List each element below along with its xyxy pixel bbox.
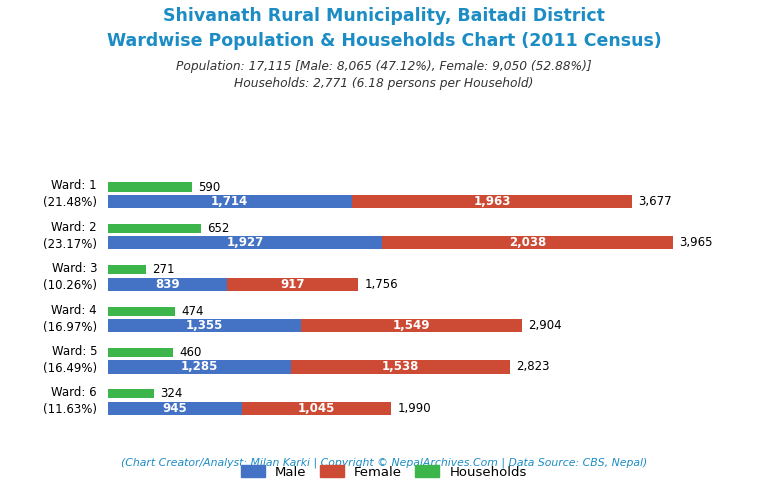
Text: Households: 2,771 (6.18 persons per Household): Households: 2,771 (6.18 persons per Hous… xyxy=(234,77,534,90)
Bar xyxy=(108,278,227,291)
Text: 324: 324 xyxy=(161,387,183,400)
Text: 1,963: 1,963 xyxy=(473,195,511,208)
Bar xyxy=(108,195,352,208)
Text: 3,965: 3,965 xyxy=(680,236,713,249)
Text: 1,927: 1,927 xyxy=(227,236,263,249)
Bar xyxy=(108,348,173,357)
Text: 271: 271 xyxy=(153,263,175,276)
Text: 3,677: 3,677 xyxy=(638,195,672,208)
Text: Shivanath Rural Municipality, Baitadi District: Shivanath Rural Municipality, Baitadi Di… xyxy=(163,7,605,26)
Text: 945: 945 xyxy=(163,402,187,415)
Text: 1,549: 1,549 xyxy=(392,319,430,332)
Bar xyxy=(108,319,301,332)
Bar xyxy=(108,182,192,192)
Bar xyxy=(301,319,521,332)
Text: 1,538: 1,538 xyxy=(382,360,419,373)
Legend: Male, Female, Households: Male, Female, Households xyxy=(236,460,532,484)
Bar xyxy=(291,360,510,374)
Text: 460: 460 xyxy=(180,346,202,359)
Text: 652: 652 xyxy=(207,222,230,235)
Bar xyxy=(108,402,243,415)
Bar xyxy=(108,224,200,233)
Text: 1,756: 1,756 xyxy=(364,278,398,291)
Text: 1,355: 1,355 xyxy=(185,319,223,332)
Text: 1,714: 1,714 xyxy=(211,195,248,208)
Text: 839: 839 xyxy=(155,278,180,291)
Bar xyxy=(108,265,146,274)
Text: 474: 474 xyxy=(181,305,204,317)
Text: 917: 917 xyxy=(280,278,305,291)
Bar xyxy=(352,195,632,208)
Text: Population: 17,115 [Male: 8,065 (47.12%), Female: 9,050 (52.88%)]: Population: 17,115 [Male: 8,065 (47.12%)… xyxy=(176,60,592,73)
Text: 1,045: 1,045 xyxy=(298,402,336,415)
Text: Wardwise Population & Households Chart (2011 Census): Wardwise Population & Households Chart (… xyxy=(107,32,661,50)
Bar xyxy=(227,278,358,291)
Bar xyxy=(108,236,382,249)
Bar xyxy=(108,307,175,316)
Text: 2,904: 2,904 xyxy=(528,319,561,332)
Text: 1,990: 1,990 xyxy=(398,402,432,415)
Text: 2,823: 2,823 xyxy=(517,360,550,373)
Bar xyxy=(243,402,392,415)
Text: 1,285: 1,285 xyxy=(180,360,218,373)
Bar xyxy=(382,236,673,249)
Text: 590: 590 xyxy=(198,180,220,194)
Text: (Chart Creator/Analyst: Milan Karki | Copyright © NepalArchives.Com | Data Sourc: (Chart Creator/Analyst: Milan Karki | Co… xyxy=(121,458,647,468)
Bar xyxy=(108,389,154,398)
Text: 2,038: 2,038 xyxy=(509,236,546,249)
Bar xyxy=(108,360,291,374)
